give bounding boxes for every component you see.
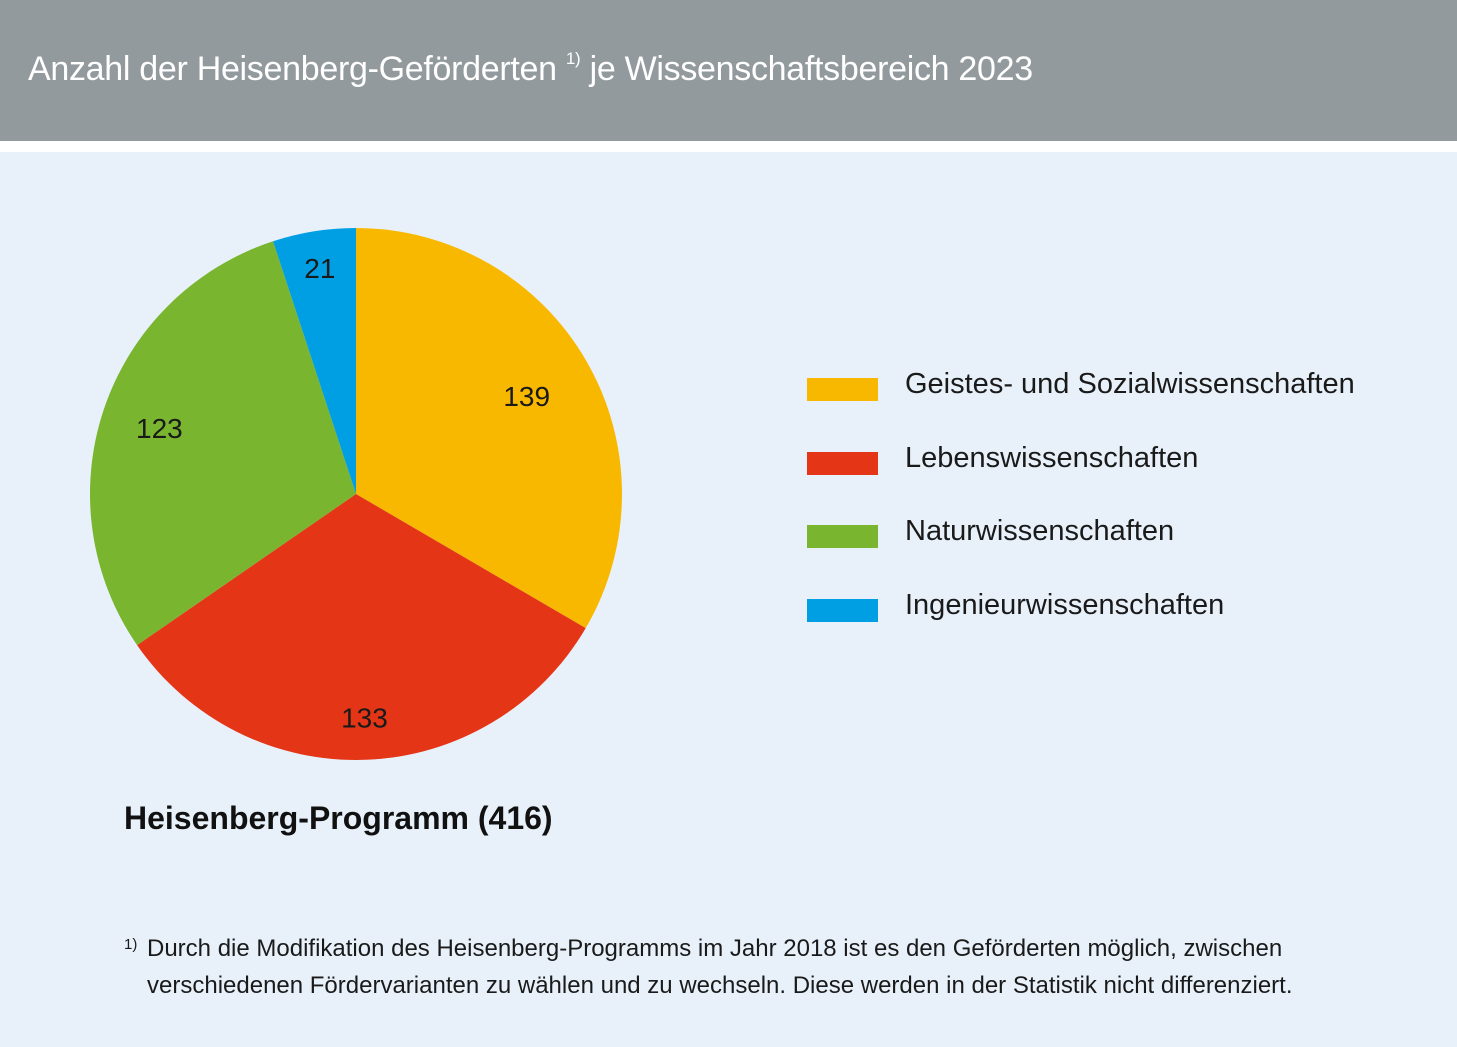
header-bar bbox=[0, 0, 1457, 141]
footnote: 1) Durch die Modifikation des Heisenberg… bbox=[124, 930, 1324, 1004]
title-footnote-mark: 1) bbox=[565, 48, 581, 68]
pie-slice-3 bbox=[273, 228, 356, 494]
legend-swatch-lebens bbox=[807, 451, 878, 475]
legend-label: Naturwissenschaften bbox=[905, 515, 1175, 547]
legend-label: Ingenieurwissenschaften bbox=[905, 588, 1225, 621]
chart-title: Anzahl der Heisenberg-Geförderten 1) je … bbox=[28, 48, 1034, 89]
legend-label: Geistes- und Sozialwissenschaften bbox=[905, 368, 1355, 400]
pie-slice-2 bbox=[89, 241, 356, 646]
footnote-mark: 1) bbox=[124, 936, 138, 953]
legend-item: Lebenswissenschaften bbox=[807, 442, 1367, 516]
chart-caption: Heisenberg-Programm (416) bbox=[124, 800, 553, 836]
title-main: Anzahl der Heisenberg-Geförderten bbox=[28, 50, 557, 88]
slice-value-label: 21 bbox=[304, 253, 335, 284]
header-divider bbox=[0, 141, 1457, 152]
pie-slice-1 bbox=[137, 494, 586, 760]
pie-slice-0 bbox=[356, 228, 622, 629]
legend-item: Naturwissenschaften bbox=[807, 515, 1367, 589]
slice-value-label: 139 bbox=[503, 381, 550, 412]
legend-item: Geistes- und Sozialwissenschaften bbox=[807, 368, 1367, 442]
legend: Geistes- und Sozialwissenschaften Lebens… bbox=[807, 368, 1367, 662]
slice-value-label: 133 bbox=[341, 702, 388, 733]
legend-swatch-ingenieur bbox=[807, 598, 878, 622]
slice-value-label: 123 bbox=[136, 413, 183, 444]
footnote-text: Durch die Modifikation des Heisenberg-Pr… bbox=[147, 935, 1293, 999]
legend-item: Ingenieurwissenschaften bbox=[807, 589, 1367, 663]
legend-swatch-geistes bbox=[807, 378, 878, 401]
title-rest: je Wissenschaftsbereich 2023 bbox=[580, 50, 1034, 88]
legend-swatch-natur bbox=[807, 525, 878, 548]
legend-label: Lebenswissenschaften bbox=[905, 441, 1199, 474]
